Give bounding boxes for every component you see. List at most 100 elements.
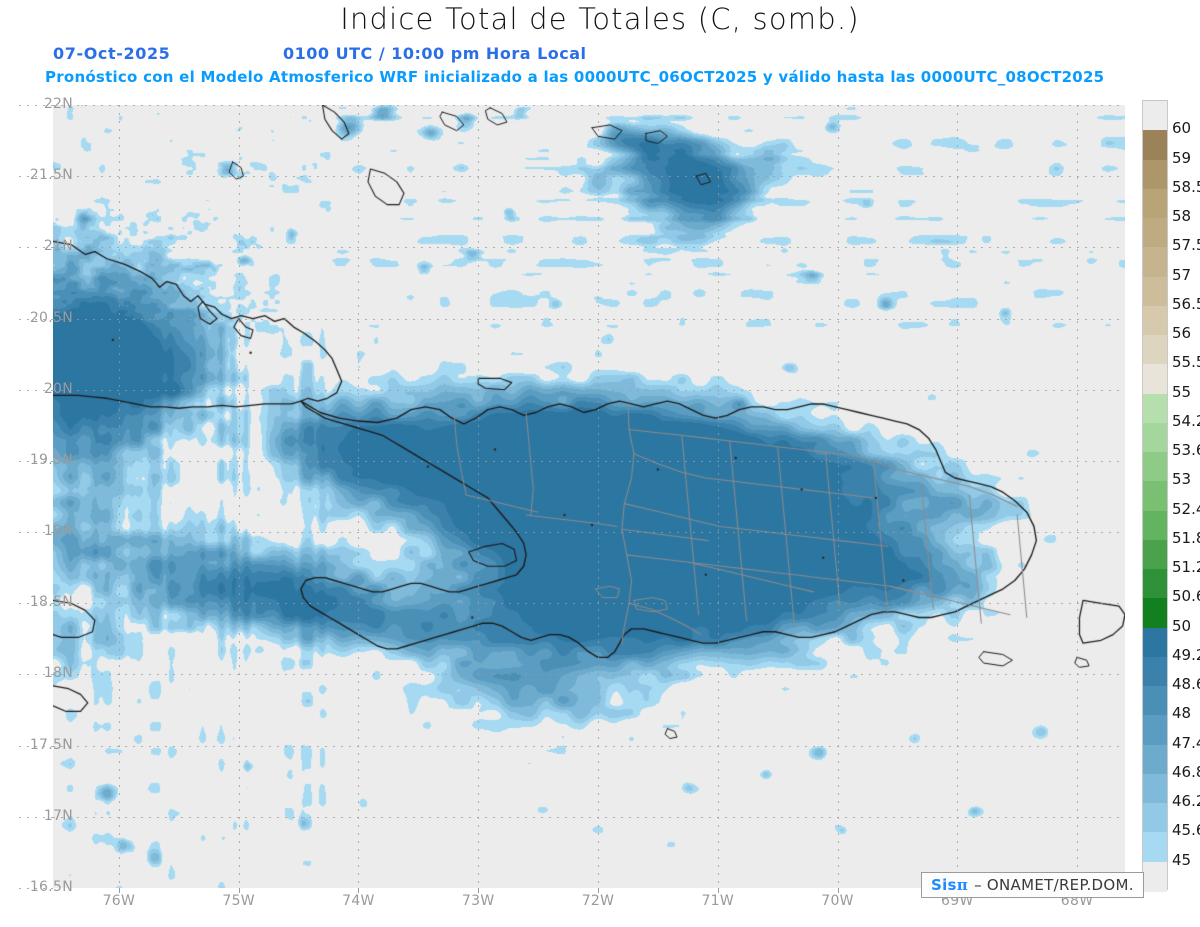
colorbar-tick-label: 46.8	[1172, 762, 1200, 781]
latitude-tick-label: 19.5N	[29, 451, 73, 468]
longitude-tick-mark	[358, 888, 360, 893]
colorbar-band	[1143, 218, 1167, 248]
colorbar-band	[1143, 393, 1167, 424]
longitude-tick-mark	[597, 888, 599, 893]
gridline-longitude	[238, 105, 240, 888]
colorbar[interactable]: 60 59 58.5 58 57.5 57 56.5 56 55.5 55 54.2 53.6 53 52…	[1142, 100, 1200, 892]
colorbar-tick-label: 55.5	[1172, 353, 1200, 372]
colorbar-band	[1143, 803, 1167, 834]
colorbar-band	[1143, 247, 1167, 278]
gridline-longitude	[957, 105, 959, 888]
credit-badge: Sis π – ONAMET/REP.DOM.	[921, 872, 1144, 898]
latitude-tick-dots	[19, 318, 53, 320]
colorbar-band	[1143, 305, 1167, 336]
gridline-latitude	[53, 745, 1125, 747]
credit-org-label: – ONAMET/REP.DOM.	[974, 876, 1134, 894]
latitude-tick-label: 17N	[43, 807, 73, 824]
gridline-latitude	[53, 105, 1125, 106]
valid-date-label: 07-Oct-2025	[53, 44, 171, 63]
colorbar-tick-label: 49.2	[1172, 645, 1200, 664]
gridline-longitude	[717, 105, 719, 888]
longitude-tick-label: 75W	[222, 893, 255, 909]
colorbar-band	[1143, 335, 1167, 365]
latitude-tick-label: 21N	[43, 238, 73, 255]
colorbar-band	[1143, 744, 1167, 775]
header: Indice Total de Totales (C, somb.) 07-Oc…	[0, 0, 1200, 96]
colorbar-tick-label: 56.5	[1172, 294, 1200, 313]
colorbar-tick-label: 58.5	[1172, 177, 1200, 196]
colorbar-tick-label: 50.6	[1172, 587, 1200, 606]
gridline-latitude	[53, 247, 1125, 249]
colorbar-tick-label: 51.2	[1172, 558, 1200, 577]
map-plot-area[interactable]	[53, 105, 1125, 888]
gridline-longitude	[478, 105, 480, 888]
longitude-tick-mark	[837, 888, 839, 893]
colorbar-tick-label: 53	[1172, 470, 1192, 489]
latitude-tick-label: 19N	[43, 523, 73, 540]
colorbar-band	[1143, 159, 1167, 190]
colorbar-tick-label: 54.2	[1172, 411, 1200, 430]
latitude-tick-dots	[19, 816, 53, 818]
subtitle-row: 07-Oct-2025 0100 UTC / 10:00 pm Hora Loc…	[0, 44, 1200, 66]
colorbar-tick-label: 47.4	[1172, 733, 1200, 752]
colorbar-band	[1143, 773, 1167, 804]
latitude-tick-dots	[19, 888, 53, 889]
longitude-tick-mark	[118, 888, 120, 893]
colorbar-band	[1143, 452, 1167, 482]
longitude-tick-mark	[717, 888, 719, 893]
gridline-longitude	[837, 105, 839, 888]
colorbar-tick-label: 46.2	[1172, 792, 1200, 811]
colorbar-tick-label: 51.8	[1172, 528, 1200, 547]
colorbar-tick-label: 59	[1172, 148, 1192, 167]
gridline-latitude	[53, 389, 1125, 391]
latitude-tick-label: 21.5N	[29, 167, 73, 184]
colorbar-tick-label: 57.5	[1172, 236, 1200, 255]
gridline-latitude	[53, 176, 1125, 178]
colorbar-tick-label: 48.6	[1172, 675, 1200, 694]
longitude-tick-label: 70W	[821, 893, 854, 909]
colorbar-band	[1143, 422, 1167, 453]
gridline-latitude	[53, 460, 1125, 462]
latitude-tick-dots	[19, 105, 53, 106]
colorbar-band	[1143, 656, 1167, 687]
colorbar-band	[1143, 569, 1167, 599]
credit-sis-label: Sis	[931, 876, 957, 894]
longitude-tick-label: 76W	[102, 893, 136, 909]
colorbar-tick-label: 57	[1172, 265, 1192, 284]
longitude-tick-label: 74W	[342, 893, 375, 909]
latitude-tick-dots	[19, 674, 53, 676]
page-title: Indice Total de Totales (C, somb.)	[340, 2, 860, 36]
latitude-tick-label: 17.5N	[29, 736, 73, 753]
colorbar-strip	[1142, 100, 1168, 892]
colorbar-band	[1143, 539, 1167, 570]
colorbar-band	[1143, 276, 1167, 307]
gridline-longitude	[597, 105, 599, 888]
latitude-tick-dots	[19, 176, 53, 178]
colorbar-band	[1143, 686, 1167, 717]
latitude-tick-dots	[19, 460, 53, 462]
gridline-longitude	[118, 105, 120, 888]
colorbar-tick-label: 45	[1172, 850, 1192, 869]
longitude-tick-mark	[478, 888, 480, 893]
latitude-tick-label: 18N	[43, 665, 73, 682]
colorbar-band	[1143, 364, 1167, 395]
gridline-latitude	[53, 674, 1125, 676]
longitude-tick-label: 73W	[461, 893, 495, 909]
latitude-tick-label: 18.5N	[29, 594, 73, 611]
colorbar-band	[1143, 481, 1167, 512]
latitude-tick-dots	[19, 389, 53, 391]
longitude-tick-label: 72W	[581, 893, 615, 909]
gridline-latitude	[53, 603, 1125, 605]
colorbar-tick-label: 53.6	[1172, 441, 1200, 460]
colorbar-band	[1143, 101, 1167, 131]
latitude-tick-label: 20.5N	[29, 309, 73, 326]
colorbar-band	[1143, 715, 1167, 746]
colorbar-tick-label: 52.4	[1172, 499, 1200, 518]
colorbar-band	[1143, 598, 1167, 629]
credit-tt-icon: π	[956, 876, 969, 894]
colorbar-band	[1143, 188, 1167, 219]
gridline-latitude	[53, 318, 1125, 320]
gridline-latitude	[53, 816, 1125, 818]
colorbar-tick-label: 50	[1172, 616, 1192, 635]
gridline-longitude	[358, 105, 360, 888]
